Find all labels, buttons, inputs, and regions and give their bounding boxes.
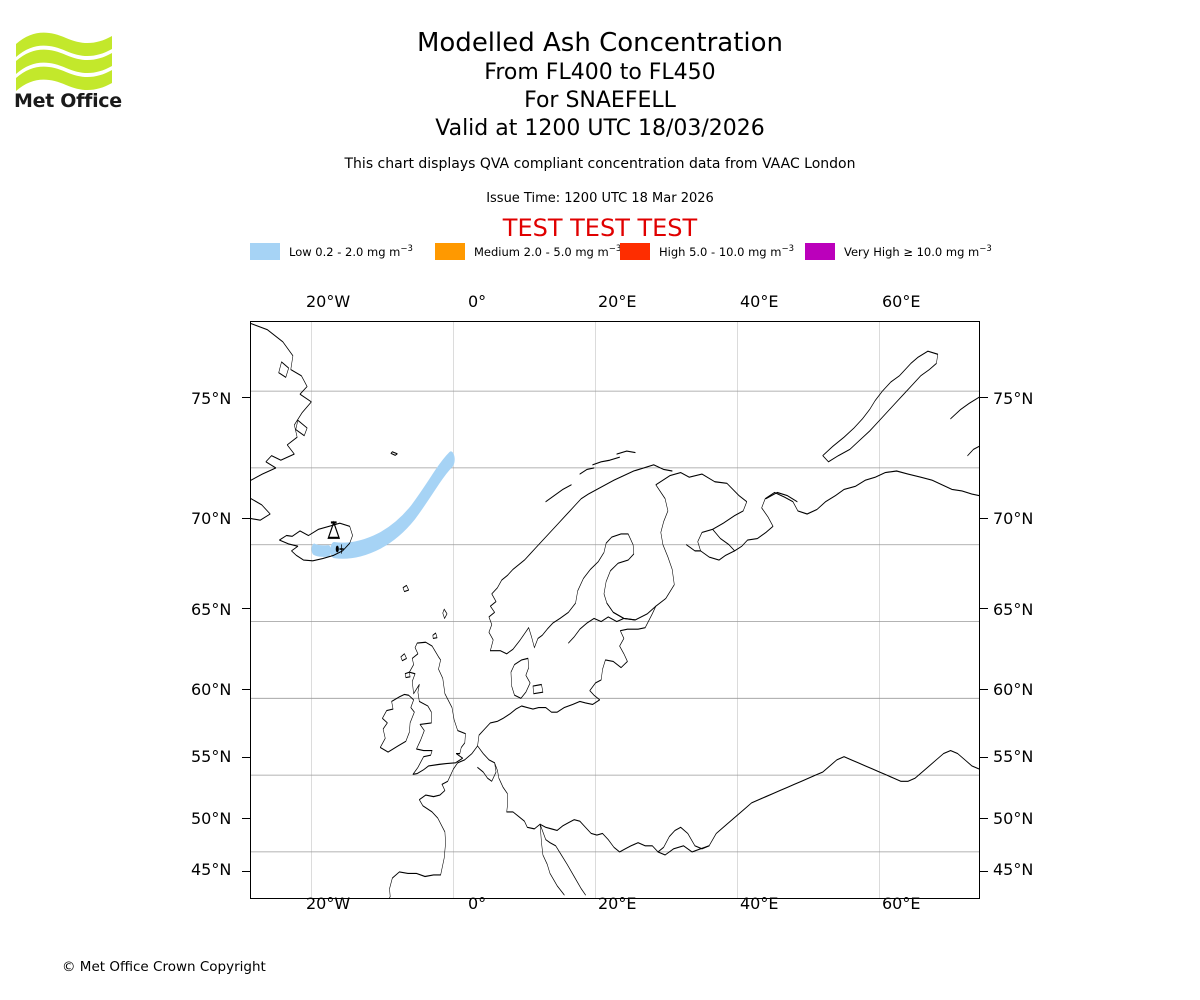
legend-label-high: High 5.0 - 10.0 mg m−3 — [659, 243, 794, 259]
tick-mark-left-60 — [242, 689, 250, 690]
lon-tick-top-60E: 60°E — [882, 292, 921, 311]
tick-mark-right-55 — [980, 757, 988, 758]
lat-tick-left-75N: 75°N — [191, 389, 232, 408]
lat-tick-left-60N: 60°N — [191, 680, 232, 699]
lat-tick-left-65N: 65°N — [191, 600, 232, 619]
lat-tick-right-55N: 55°N — [993, 747, 1034, 766]
lon-tick-top-20E: 20°E — [598, 292, 637, 311]
legend-label-very-high: Very High ≥ 10.0 mg m−3 — [844, 243, 992, 259]
lat-tick-right-45N: 45°N — [993, 860, 1034, 879]
lat-tick-right-50N: 50°N — [993, 809, 1034, 828]
legend-swatch-medium — [435, 242, 465, 260]
tick-mark-right-60 — [980, 689, 988, 690]
lon-tick-bottom-60E: 60°E — [882, 894, 921, 913]
legend-swatch-high — [620, 242, 650, 260]
test-banner: TEST TEST TEST — [502, 214, 698, 242]
legend-item-low: Low 0.2 - 2.0 mg m−3 — [250, 241, 435, 261]
met-office-wave-mark — [16, 32, 112, 91]
tick-mark-left-45 — [242, 871, 250, 872]
qva-note: This chart displays QVA compliant concen… — [344, 156, 856, 172]
map-canvas — [251, 322, 979, 898]
lon-tick-top-40E: 40°E — [740, 292, 779, 311]
title-main: Modelled Ash Concentration — [416, 28, 784, 58]
page-title: Modelled Ash Concentration From FL400 to… — [0, 28, 1200, 143]
tick-mark-right-50 — [980, 818, 988, 819]
met-office-logo — [14, 28, 114, 113]
concentration-legend: Low 0.2 - 2.0 mg m−3 Medium 2.0 - 5.0 mg… — [250, 241, 992, 261]
copyright-footer: © Met Office Crown Copyright — [62, 959, 266, 975]
lon-tick-bottom-20W: 20°W — [306, 894, 351, 913]
lat-tick-left-70N: 70°N — [191, 509, 232, 528]
lon-tick-bottom-0: 0° — [468, 894, 487, 913]
lat-tick-left-45N: 45°N — [191, 860, 232, 879]
legend-swatch-low — [250, 242, 280, 260]
ash-concentration-map — [250, 321, 980, 899]
lon-tick-bottom-20E: 20°E — [598, 894, 637, 913]
lon-tick-top-20W: 20°W — [306, 292, 351, 311]
lon-tick-top-0: 0° — [468, 292, 487, 311]
lat-tick-right-70N: 70°N — [993, 509, 1034, 528]
lat-tick-right-65N: 65°N — [993, 600, 1034, 619]
lat-tick-left-50N: 50°N — [191, 809, 232, 828]
tick-mark-left-70 — [242, 518, 250, 519]
title-flight-levels: From FL400 to FL450 — [484, 60, 716, 85]
issue-time: Issue Time: 1200 UTC 18 Mar 2026 — [486, 191, 714, 206]
tick-mark-left-55 — [242, 757, 250, 758]
ash-plume-low — [311, 451, 455, 559]
met-office-wordmark: Met Office — [14, 90, 122, 112]
legend-label-medium: Medium 2.0 - 5.0 mg m−3 — [474, 243, 622, 259]
tick-mark-left-75 — [242, 397, 250, 398]
tick-mark-left-65 — [242, 608, 250, 609]
volcano-marker-snaefell — [327, 520, 344, 554]
title-valid-at: Valid at 1200 UTC 18/03/2026 — [435, 116, 765, 141]
tick-mark-right-45 — [980, 871, 988, 872]
tick-mark-right-65 — [980, 608, 988, 609]
legend-item-medium: Medium 2.0 - 5.0 mg m−3 — [435, 241, 622, 261]
lat-tick-right-75N: 75°N — [993, 389, 1034, 408]
legend-item-high: High 5.0 - 10.0 mg m−3 — [620, 241, 805, 261]
legend-label-low: Low 0.2 - 2.0 mg m−3 — [289, 243, 413, 259]
map-plot-area — [250, 321, 980, 899]
lat-tick-right-60N: 60°N — [993, 680, 1034, 699]
legend-swatch-very-high — [805, 242, 835, 260]
map-gridlines — [251, 322, 979, 898]
title-volcano: For SNAEFELL — [524, 88, 676, 113]
tick-mark-right-75 — [980, 397, 988, 398]
tick-mark-left-50 — [242, 818, 250, 819]
lon-tick-bottom-40E: 40°E — [740, 894, 779, 913]
legend-item-very-high: Very High ≥ 10.0 mg m−3 — [805, 241, 992, 261]
coastlines — [251, 322, 979, 898]
lat-tick-left-55N: 55°N — [191, 747, 232, 766]
tick-mark-right-70 — [980, 518, 988, 519]
